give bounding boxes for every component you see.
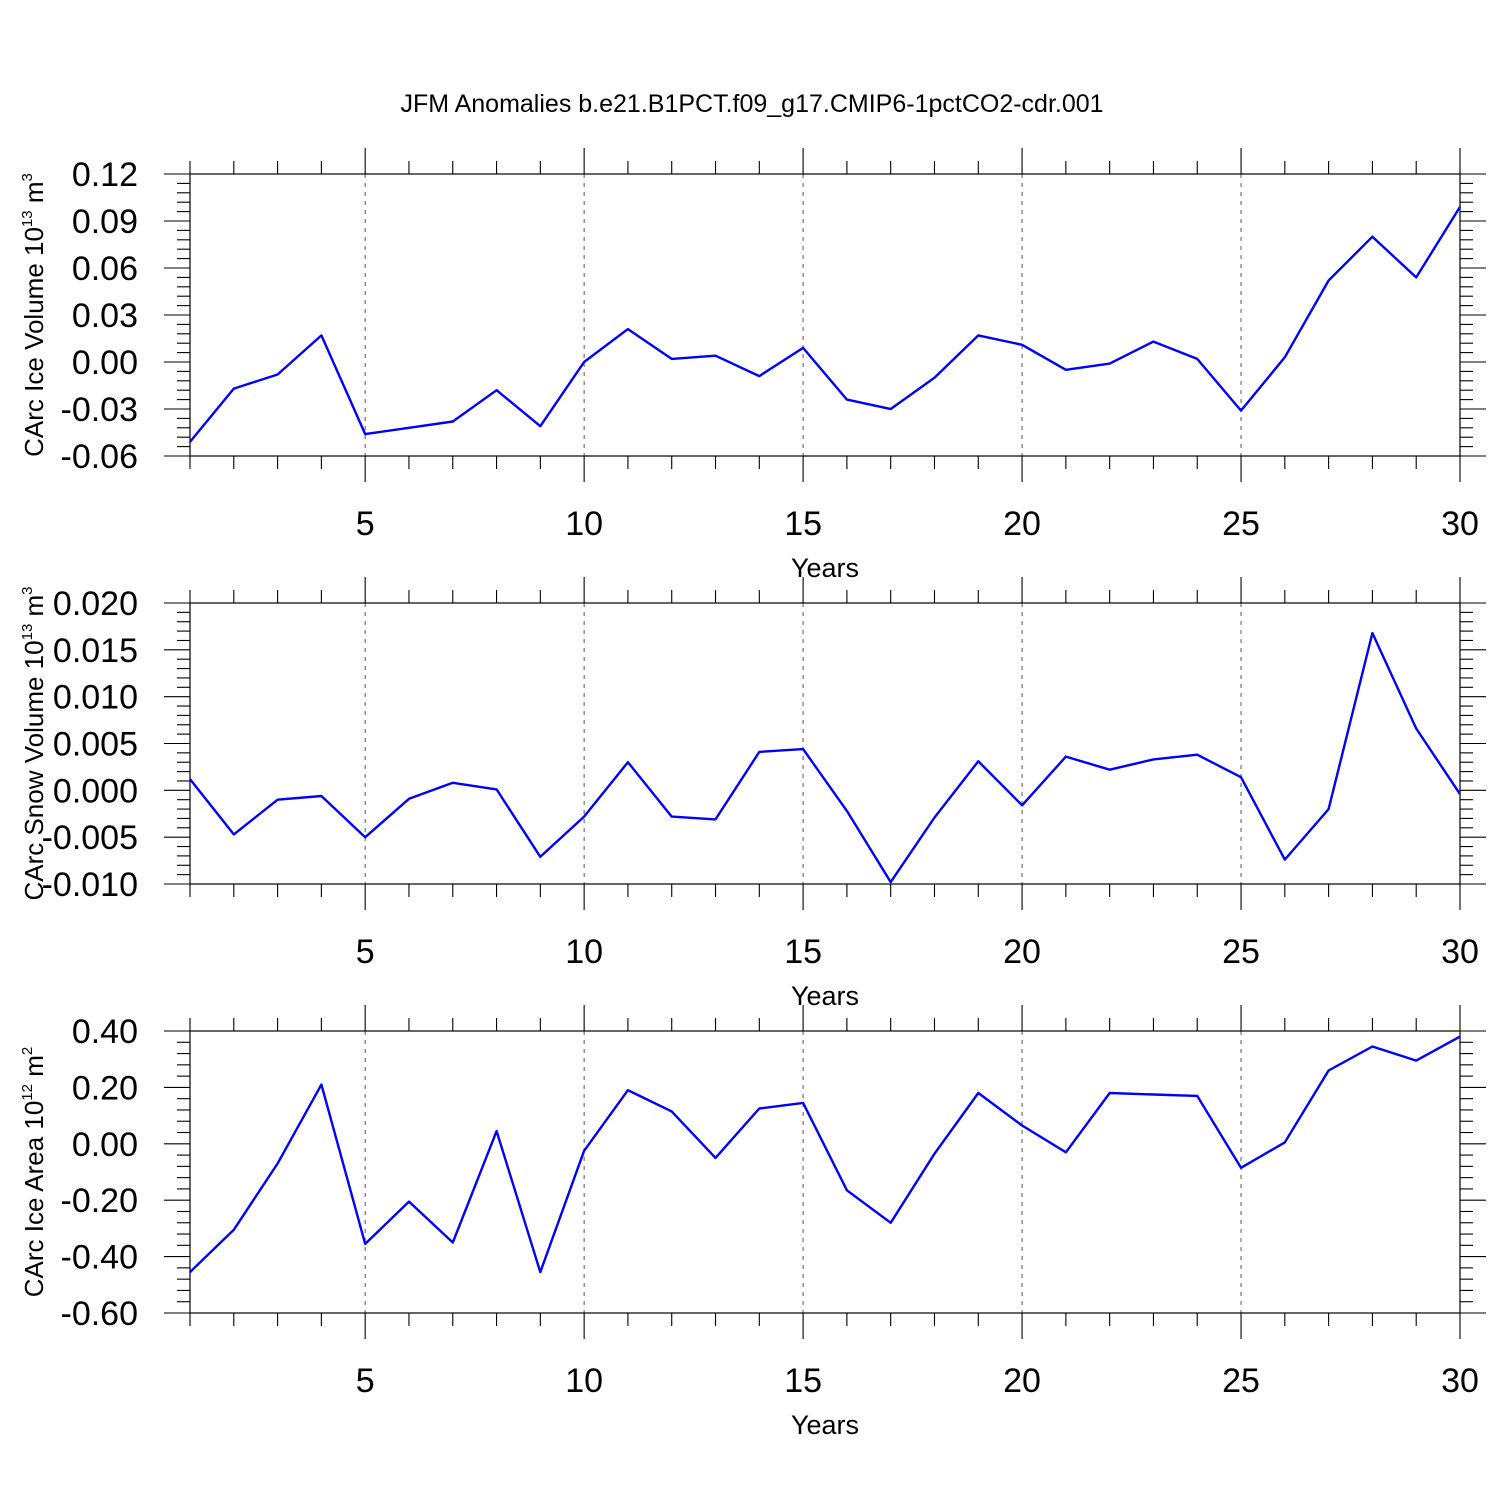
chart-panel-3: 5 10 15 20 25 30 -0.60 -0.40 -0.20 0.00 0.20 0.40 Ye… <box>19 1005 1486 1440</box>
x-tick-label: 25 <box>1222 505 1260 543</box>
y-tick-label: 0.20 <box>72 1069 138 1107</box>
y-axis-label-part: m <box>19 595 49 624</box>
y-tick-label: -0.005 <box>42 819 138 857</box>
y-tick-label: -0.03 <box>61 391 139 429</box>
series-line <box>189 1035 1461 1274</box>
x-tick-label: 20 <box>1003 505 1041 543</box>
x-tick-label: 15 <box>784 505 822 543</box>
y-tick-label: 0.40 <box>72 1013 138 1051</box>
figure-title: JFM Anomalies b.e21.B1PCT.f09_g17.CMIP6-… <box>400 90 1103 118</box>
x-axis-label: Years <box>791 1410 859 1440</box>
plot-frame <box>189 173 1461 457</box>
y-axis-label-part: CArc Ice Volume 10 <box>19 227 49 457</box>
y-axis-label: CArc Snow Volume 1013 m3 <box>19 586 49 900</box>
y-tick-label: 0.020 <box>53 585 138 623</box>
x-tick-label: 5 <box>356 505 375 543</box>
y-axis-label-exponent: 13 <box>19 624 36 641</box>
x-tick-label: 5 <box>356 933 375 971</box>
x-tick-label: 25 <box>1222 1362 1260 1400</box>
y-tick-label: 0.00 <box>72 1126 138 1164</box>
y-tick-label: -0.40 <box>61 1239 139 1277</box>
y-tick-label: -0.06 <box>61 438 139 476</box>
x-tick-label: 25 <box>1222 933 1260 971</box>
y-axis-label-part: m <box>19 181 49 210</box>
y-tick-label: 0.015 <box>53 632 138 670</box>
y-axis-label-exponent: 3 <box>19 586 36 594</box>
y-axis-label-part: CArc Ice Area 10 <box>19 1101 49 1298</box>
y-tick-label: -0.20 <box>61 1182 139 1220</box>
y-axis-label: CArc Ice Volume 1013 m3 <box>19 173 49 457</box>
x-tick-label: 10 <box>565 505 603 543</box>
y-tick-label: -0.010 <box>42 866 138 904</box>
x-tick-label: 15 <box>784 1362 822 1400</box>
x-tick-label: 20 <box>1003 933 1041 971</box>
series-line <box>189 206 1462 443</box>
y-tick-label: 0.03 <box>72 297 138 335</box>
y-tick-label: 0.12 <box>72 156 138 194</box>
panels: 5 10 15 20 25 30-0.06-0.030.000.030.060.090.1… <box>19 148 1486 1440</box>
y-tick-label: -0.60 <box>61 1295 139 1333</box>
plot-frame <box>189 602 1461 885</box>
x-tick-label: 30 <box>1441 1362 1479 1400</box>
y-tick-label: 0.000 <box>53 772 138 810</box>
y-tick-label: 0.00 <box>72 344 138 382</box>
x-tick-label: 10 <box>565 933 603 971</box>
series-line <box>189 631 1461 884</box>
x-tick-label: 5 <box>356 1362 375 1400</box>
x-tick-label: 10 <box>565 1362 603 1400</box>
y-axis-label: CArc Ice Area 1012 m2 <box>19 1047 49 1297</box>
x-tick-label: 15 <box>784 933 822 971</box>
x-axis-label: Years <box>791 981 859 1011</box>
y-tick-label: 0.010 <box>53 679 138 717</box>
plot-frame <box>189 1030 1461 1314</box>
y-tick-label: 0.09 <box>72 203 138 241</box>
y-axis-label-exponent: 13 <box>19 210 36 227</box>
chart-panel-2: 5 10 15 20 25 30 -0.010 -0.005 0.000 0.005 0.010 0.… <box>19 577 1486 1011</box>
x-tick-label: 30 <box>1441 933 1479 971</box>
y-axis-label-exponent: 12 <box>19 1084 36 1101</box>
y-axis-label-part: CArc Snow Volume 10 <box>19 640 49 900</box>
x-tick-label: 30 <box>1441 505 1479 543</box>
x-axis-label: Years <box>791 553 859 583</box>
x-tick-label: 20 <box>1003 1362 1041 1400</box>
y-axis-label-part: m <box>19 1055 49 1084</box>
y-tick-label: 0.005 <box>53 726 138 764</box>
y-axis-label-exponent: 2 <box>19 1047 36 1055</box>
y-tick-label: 0.06 <box>72 250 138 288</box>
y-axis-label-exponent: 3 <box>19 173 36 181</box>
chart-panel-1: 5 10 15 20 25 30 -0.06 -0.03 0.00 0.03 0.06 0.09 0.1… <box>19 148 1486 583</box>
